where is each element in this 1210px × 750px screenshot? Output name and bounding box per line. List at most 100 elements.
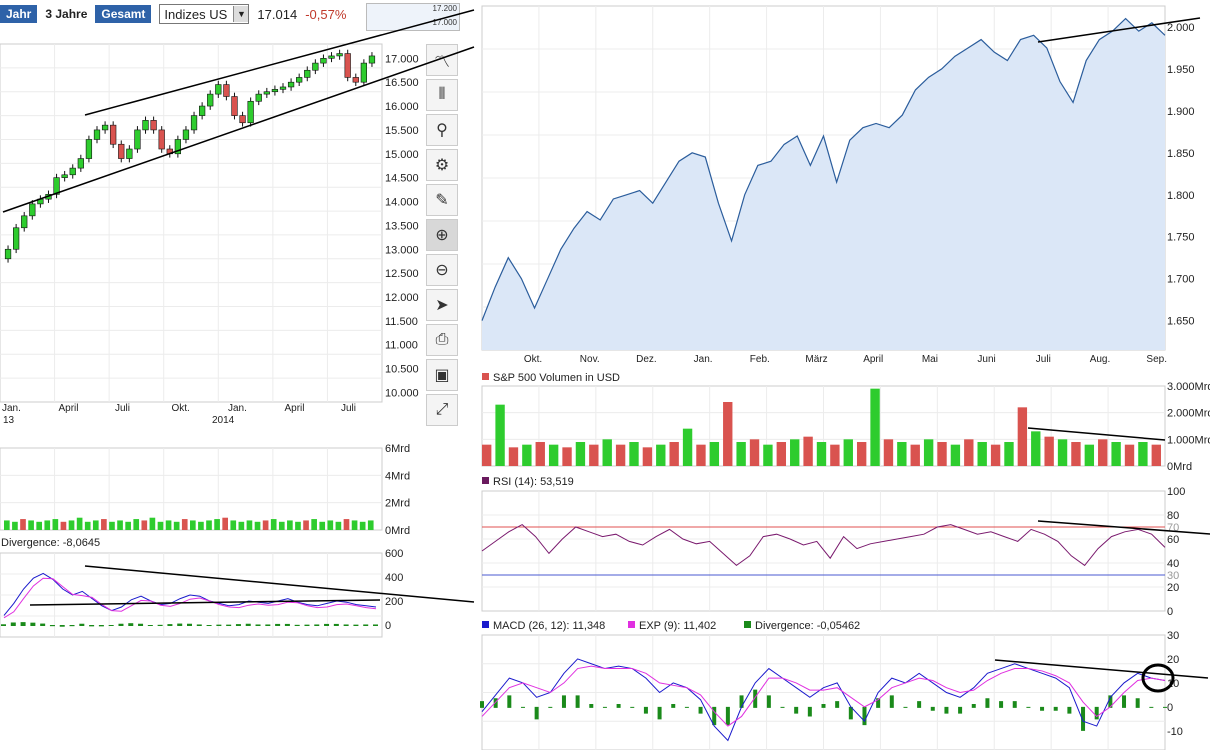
dow-x-label: Juli <box>341 403 356 414</box>
dow-price-tick: 16.500 <box>385 77 419 89</box>
dow-price-tick: 12.500 <box>385 268 419 280</box>
rsi-trendline <box>1037 520 1210 535</box>
spxvol-bar <box>856 442 867 466</box>
dowvol-bar <box>343 519 350 530</box>
spx-area-line <box>481 17 1166 321</box>
dowmacd-hist <box>98 625 104 627</box>
dowmacd-hist <box>333 623 339 626</box>
dowmacd-hist <box>128 623 134 626</box>
dow-year-label: 13 <box>3 415 15 426</box>
candle-body <box>118 143 125 159</box>
dowmacd-hist <box>255 624 261 626</box>
spx-x-label: Mai <box>922 354 938 365</box>
spxmacd-hist <box>1067 706 1072 714</box>
dowvol-bar <box>76 517 83 530</box>
spx-price-tick: 1.900 <box>1167 106 1195 118</box>
candle-body <box>85 139 93 159</box>
spxmacd-hist <box>999 701 1004 708</box>
candle-body <box>101 124 109 131</box>
dowmacd-hist <box>89 625 95 627</box>
candle-body <box>142 120 149 131</box>
dowmacd-hist <box>108 625 114 626</box>
dowmacd-hist <box>187 623 192 626</box>
spxmacd-hist <box>917 701 922 708</box>
draw-tool-icon[interactable]: ✎ <box>426 184 458 216</box>
spxmacd-hist <box>889 695 894 708</box>
spxmacd-hist <box>1135 698 1140 708</box>
bar-chart-icon[interactable]: ⫴ <box>426 79 458 111</box>
spxmacd-hist <box>534 706 539 720</box>
spx-x-label: März <box>805 354 827 365</box>
spxmacd-hist <box>835 701 840 708</box>
mini-low: 17.000 <box>432 18 457 27</box>
dowmacd-hist <box>343 624 349 626</box>
candle-body <box>13 227 20 250</box>
zoom-in-icon[interactable]: ⊕ <box>426 219 458 251</box>
index-select[interactable]: Indizes US ▼ <box>159 4 250 24</box>
rsi-tick: 30 <box>1167 570 1179 582</box>
range-1y-button[interactable]: Jahr <box>0 5 38 23</box>
spxvol-trendline <box>1027 427 1166 441</box>
dowmacd-hist <box>265 624 271 626</box>
spx-x-label: Aug. <box>1090 354 1111 365</box>
indicator-icon[interactable]: ⚲ <box>426 114 458 146</box>
dowvol-bar <box>157 521 164 530</box>
candle-body <box>263 91 270 95</box>
dowmacd-hist <box>79 623 85 626</box>
dowmacd-hist <box>294 624 300 626</box>
range-all-button[interactable]: Gesamt <box>95 5 152 23</box>
dowvol-bar <box>84 521 91 530</box>
dowmacd-hist <box>363 624 369 626</box>
candle-body <box>328 55 335 59</box>
dowmacd-hist <box>314 624 320 626</box>
spxmacd-hist <box>671 704 676 708</box>
candle-body <box>150 120 157 131</box>
spxvol-bar <box>923 439 934 466</box>
spxmacd-line <box>481 658 1166 742</box>
spxvol-bar <box>897 442 907 466</box>
spxvol-bar <box>1017 407 1028 466</box>
rsi-tick: 40 <box>1167 558 1179 570</box>
save-icon[interactable]: ▣ <box>426 359 458 391</box>
fullscreen-icon[interactable]: ⤢ <box>426 394 458 426</box>
dowvol-tick: 4Mrd <box>385 470 410 482</box>
rsi-line <box>481 523 1166 567</box>
candle-body <box>247 100 254 124</box>
dow-x-label: Okt. <box>172 403 190 414</box>
dowmacd-hist <box>245 623 251 626</box>
dowmacd-hist <box>235 624 241 626</box>
spxmacd-hist <box>657 706 662 720</box>
candle-body <box>215 84 222 95</box>
print-icon[interactable]: ⎙ <box>426 324 458 356</box>
dowmacd-hist <box>157 624 163 626</box>
spxmacd-hist <box>507 695 512 708</box>
dowmacd-hist <box>1 624 6 626</box>
settings-icon[interactable]: ⚙ <box>426 149 458 181</box>
candle-body <box>199 105 206 116</box>
cursor-icon[interactable]: ➤ <box>426 289 458 321</box>
spxmacd-hist <box>698 706 703 714</box>
spxvol-bar <box>495 404 505 466</box>
mini-high: 17.200 <box>432 4 457 13</box>
spxmacd-tick: 20 <box>1167 654 1179 666</box>
spx-price-tick: 1.950 <box>1167 64 1195 76</box>
spxvol-bar <box>696 444 706 466</box>
line-chart-icon[interactable]: 〽 <box>426 44 458 76</box>
candle-body <box>360 62 367 83</box>
spxvol-bar <box>950 444 961 466</box>
dowmacd-tick: 200 <box>385 596 403 608</box>
spxvol-bar <box>629 442 639 466</box>
spxmacd-hist <box>712 706 717 726</box>
range-3y-button[interactable]: 3 Jahre <box>45 7 88 21</box>
spx-price-tick: 1.800 <box>1167 190 1195 202</box>
upper-trendline <box>84 9 475 116</box>
spxmacd-div-swatch <box>744 621 751 628</box>
candle-body <box>61 174 68 178</box>
dow-price-tick: 11.500 <box>385 316 418 328</box>
spxvol-bar <box>1084 444 1095 466</box>
zoom-out-icon[interactable]: ⊖ <box>426 254 458 286</box>
dow-price-tick: 13.500 <box>385 220 419 232</box>
spxvol-bar <box>656 444 666 466</box>
candle-body <box>69 167 76 176</box>
spxvol-bar <box>830 444 840 466</box>
